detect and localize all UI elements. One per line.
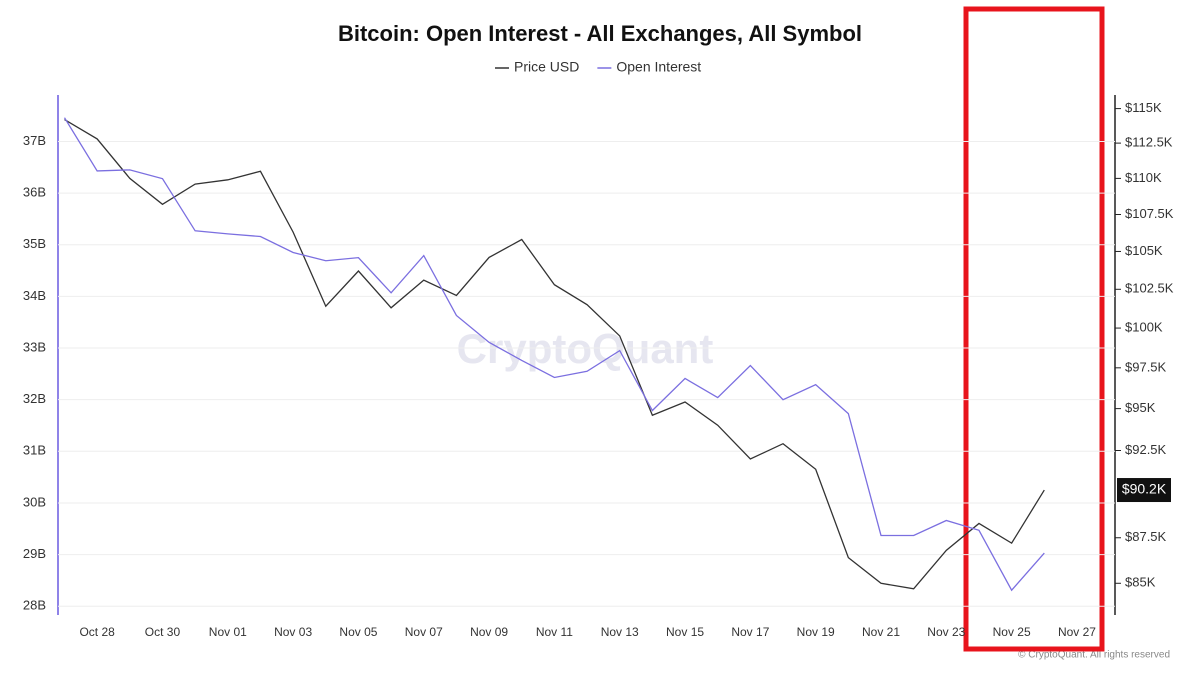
y2-tick-label: $95K: [1125, 400, 1156, 415]
y-tick-label: 34B: [23, 288, 46, 303]
y2-tick-label: $97.5K: [1125, 359, 1167, 374]
watermark: CryptoQuant: [457, 325, 714, 372]
y2-tick-label: $92.5K: [1125, 442, 1167, 457]
y2-tick-label: $115K: [1125, 100, 1162, 115]
y2-tick-label: $87.5K: [1125, 529, 1167, 544]
x-tick-label: Nov 15: [666, 625, 704, 639]
x-tick-label: Nov 07: [405, 625, 443, 639]
legend-label: Price USD: [514, 59, 579, 75]
x-tick-label: Oct 30: [145, 625, 181, 639]
x-tick-label: Nov 03: [274, 625, 312, 639]
footer: © CryptoQuant. All rights reserved: [1018, 650, 1170, 661]
series-line: [63, 117, 1045, 592]
x-tick-label: Nov 05: [339, 625, 377, 639]
y2-tick-label: $102.5K: [1125, 281, 1174, 296]
x-tick-label: Nov 25: [993, 625, 1031, 639]
y-tick-label: 31B: [23, 443, 46, 458]
y-tick-label: 28B: [23, 598, 46, 613]
x-tick-label: Nov 21: [862, 625, 900, 639]
x-tick-label: Nov 01: [209, 625, 247, 639]
x-tick-label: Nov 23: [927, 625, 965, 639]
y2-tick-label: $85K: [1125, 575, 1156, 590]
x-tick-label: Nov 19: [797, 625, 835, 639]
x-tick-label: Nov 11: [536, 625, 573, 639]
y-tick-label: 35B: [23, 236, 46, 251]
x-tick-label: Oct 28: [79, 625, 115, 639]
y-tick-label: 29B: [23, 546, 46, 561]
y2-tick-label: $110K: [1125, 170, 1162, 185]
y2-tick-label: $112.5K: [1125, 135, 1173, 150]
value-marker: [1117, 478, 1171, 503]
highlight-box: [963, 6, 1105, 652]
y-tick-label: 37B: [23, 133, 46, 148]
y2-tick-label: $105K: [1125, 243, 1163, 258]
x-tick-label: Nov 27: [1058, 625, 1096, 639]
legend-label: Open Interest: [616, 59, 701, 75]
x-tick-label: Nov 17: [731, 625, 769, 639]
y-tick-label: 36B: [23, 185, 46, 200]
y-tick-label: 33B: [23, 339, 46, 354]
x-tick-label: Nov 09: [470, 625, 508, 639]
chart-title: Bitcoin: Open Interest - All Exchanges, …: [338, 21, 862, 46]
value-marker-label: $90.2K: [1122, 481, 1167, 497]
y2-tick-label: $107.5K: [1125, 206, 1174, 221]
x-tick-label: Nov 13: [601, 625, 639, 639]
y-tick-label: 30B: [23, 494, 46, 509]
y2-tick-label: $100K: [1125, 320, 1163, 335]
y-tick-label: 32B: [23, 391, 46, 406]
series-line: [64, 118, 1045, 590]
